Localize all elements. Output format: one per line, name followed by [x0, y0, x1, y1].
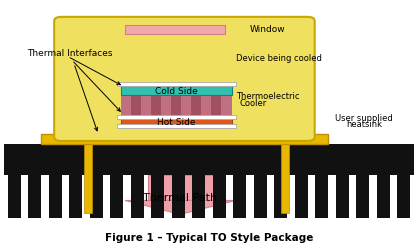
- Bar: [212, 96, 222, 118]
- Bar: [84, 143, 92, 213]
- Polygon shape: [125, 200, 236, 214]
- Bar: [121, 117, 232, 127]
- Bar: [117, 115, 236, 119]
- Bar: [49, 175, 62, 218]
- Text: Figure 1 – Typical TO Style Package: Figure 1 – Typical TO Style Package: [105, 233, 313, 243]
- Text: Thermal Path: Thermal Path: [143, 193, 217, 203]
- Bar: [254, 175, 267, 218]
- Bar: [69, 175, 82, 218]
- Bar: [172, 175, 185, 218]
- Bar: [191, 96, 201, 118]
- Text: User supplied: User supplied: [335, 114, 393, 123]
- Text: Thermoelectric: Thermoelectric: [236, 92, 299, 101]
- Bar: [125, 25, 225, 34]
- Bar: [90, 175, 103, 218]
- Text: Cold Side: Cold Side: [155, 87, 198, 96]
- Bar: [151, 175, 164, 218]
- Bar: [233, 175, 246, 218]
- Bar: [356, 175, 369, 218]
- Bar: [192, 175, 205, 218]
- Bar: [377, 175, 390, 218]
- Bar: [315, 175, 328, 218]
- Bar: [121, 96, 232, 118]
- Bar: [28, 175, 41, 218]
- Bar: [151, 96, 161, 118]
- Bar: [4, 144, 414, 175]
- Bar: [8, 175, 21, 218]
- Text: Thermal Interfaces: Thermal Interfaces: [27, 49, 112, 58]
- Bar: [397, 175, 410, 218]
- Bar: [274, 175, 287, 218]
- Bar: [131, 96, 141, 118]
- Bar: [121, 86, 232, 95]
- Text: heatsink: heatsink: [346, 120, 382, 129]
- Bar: [117, 82, 236, 86]
- Bar: [171, 96, 181, 118]
- FancyBboxPatch shape: [54, 17, 315, 141]
- Text: Cooler: Cooler: [240, 99, 267, 108]
- Bar: [148, 175, 213, 200]
- Bar: [336, 175, 349, 218]
- Bar: [213, 175, 226, 218]
- Text: Window: Window: [250, 25, 285, 34]
- Text: Device being cooled: Device being cooled: [236, 54, 321, 62]
- Bar: [117, 124, 236, 128]
- Bar: [110, 175, 123, 218]
- Bar: [131, 175, 144, 218]
- Bar: [41, 134, 328, 144]
- Text: Hot Side: Hot Side: [157, 118, 196, 127]
- Bar: [295, 175, 308, 218]
- Bar: [281, 143, 289, 213]
